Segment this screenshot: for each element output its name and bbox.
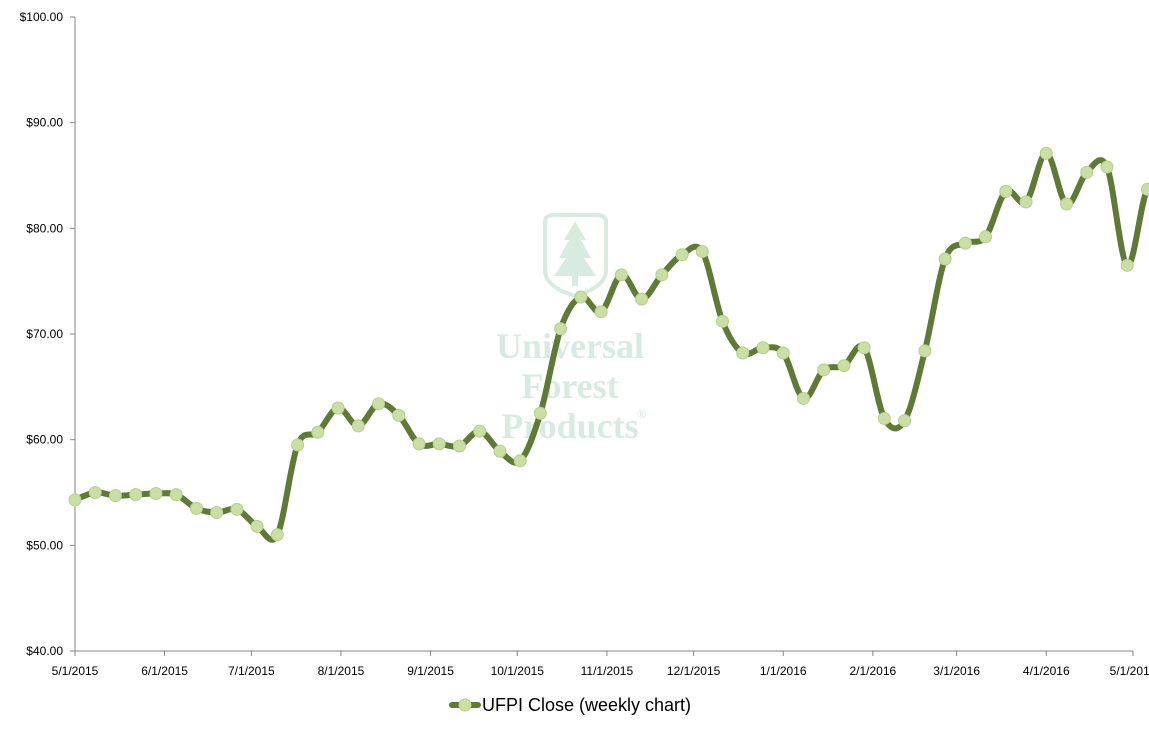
x-tick-label: 6/1/2015 xyxy=(141,664,188,678)
data-point xyxy=(250,519,264,533)
data-point xyxy=(533,406,547,420)
y-tick-label: $70.00 xyxy=(26,327,63,341)
axes: $40.00 $50.00 $60.00 $70.00 $80.00 $90.00 $100… xyxy=(20,10,1149,678)
watermark-line-1: Universal xyxy=(496,326,644,366)
y-tick-label: $60.00 xyxy=(26,433,63,447)
data-point xyxy=(1019,195,1033,209)
data-point xyxy=(877,412,891,426)
data-point xyxy=(635,292,649,306)
data-point xyxy=(493,444,507,458)
data-point xyxy=(412,437,426,451)
data-point xyxy=(351,419,365,433)
legend-label: UFPI Close (weekly chart) xyxy=(482,695,691,715)
x-tick-label: 4/1/2016 xyxy=(1023,664,1070,678)
data-point xyxy=(1140,182,1149,196)
x-tick-label: 9/1/2015 xyxy=(407,664,454,678)
data-point xyxy=(68,493,82,507)
data-point xyxy=(1080,165,1094,179)
x-tick-label: 5/1/2016 xyxy=(1110,664,1149,678)
x-tick-label: 10/1/2015 xyxy=(491,664,545,678)
data-point xyxy=(473,424,487,438)
data-point xyxy=(452,439,466,453)
x-tick-label: 5/1/2015 xyxy=(52,664,99,678)
data-point xyxy=(331,401,345,415)
watermark-line-3: Products xyxy=(501,406,638,446)
data-point xyxy=(918,344,932,358)
legend: UFPI Close (weekly chart) xyxy=(449,695,691,715)
watermark-line-2: Forest xyxy=(521,366,618,406)
data-point xyxy=(736,346,750,360)
data-point xyxy=(189,501,203,515)
x-tick-label: 12/1/2015 xyxy=(667,664,721,678)
x-tick-label: 11/1/2015 xyxy=(581,664,634,678)
data-point xyxy=(108,489,122,503)
data-point xyxy=(999,184,1013,198)
data-point xyxy=(210,506,224,520)
data-point xyxy=(88,486,102,499)
data-point xyxy=(149,487,163,501)
data-point xyxy=(291,438,305,452)
data-point xyxy=(817,363,831,377)
data-point xyxy=(594,305,608,319)
x-tick-label: 1/1/2016 xyxy=(760,664,807,678)
data-point xyxy=(979,230,993,244)
data-point xyxy=(614,268,628,282)
x-tick-label: 8/1/2015 xyxy=(318,664,365,678)
data-point xyxy=(796,391,810,405)
data-point xyxy=(1060,197,1074,211)
data-point xyxy=(1100,160,1114,174)
data-point xyxy=(230,502,244,516)
y-tick-label: $40.00 xyxy=(26,644,63,658)
data-point xyxy=(675,248,689,262)
data-point xyxy=(857,341,871,355)
data-point xyxy=(716,314,730,328)
watermark: Universal Forest Products ® xyxy=(496,213,646,446)
data-point xyxy=(513,454,527,468)
y-tick-label: $90.00 xyxy=(26,116,63,130)
data-point xyxy=(169,488,183,502)
data-point xyxy=(1120,258,1134,272)
data-point xyxy=(938,252,952,266)
x-tick-label: 2/1/2016 xyxy=(849,664,896,678)
data-point xyxy=(554,322,568,336)
pine-tree-logo-icon xyxy=(543,213,608,299)
data-point xyxy=(655,268,669,282)
data-point xyxy=(898,414,912,428)
data-point xyxy=(432,437,446,451)
data-point xyxy=(392,408,406,422)
x-tick-label: 3/1/2016 xyxy=(933,664,980,678)
data-point xyxy=(311,425,325,439)
y-tick-label: $100.00 xyxy=(20,10,64,24)
data-point xyxy=(574,290,588,304)
data-point xyxy=(776,346,790,360)
data-point xyxy=(372,397,386,411)
data-point xyxy=(837,359,851,373)
y-tick-label: $50.00 xyxy=(26,538,63,552)
data-point xyxy=(756,341,770,355)
data-point xyxy=(695,245,709,259)
watermark-registered-mark: ® xyxy=(637,407,646,421)
x-tick-label: 7/1/2015 xyxy=(228,664,275,678)
data-point xyxy=(129,488,143,502)
data-point xyxy=(958,236,972,250)
y-tick-label: $80.00 xyxy=(26,221,63,235)
legend-marker-swatch xyxy=(458,698,472,712)
series-layer xyxy=(68,146,1149,543)
data-point xyxy=(270,528,284,542)
data-point xyxy=(1039,146,1053,160)
